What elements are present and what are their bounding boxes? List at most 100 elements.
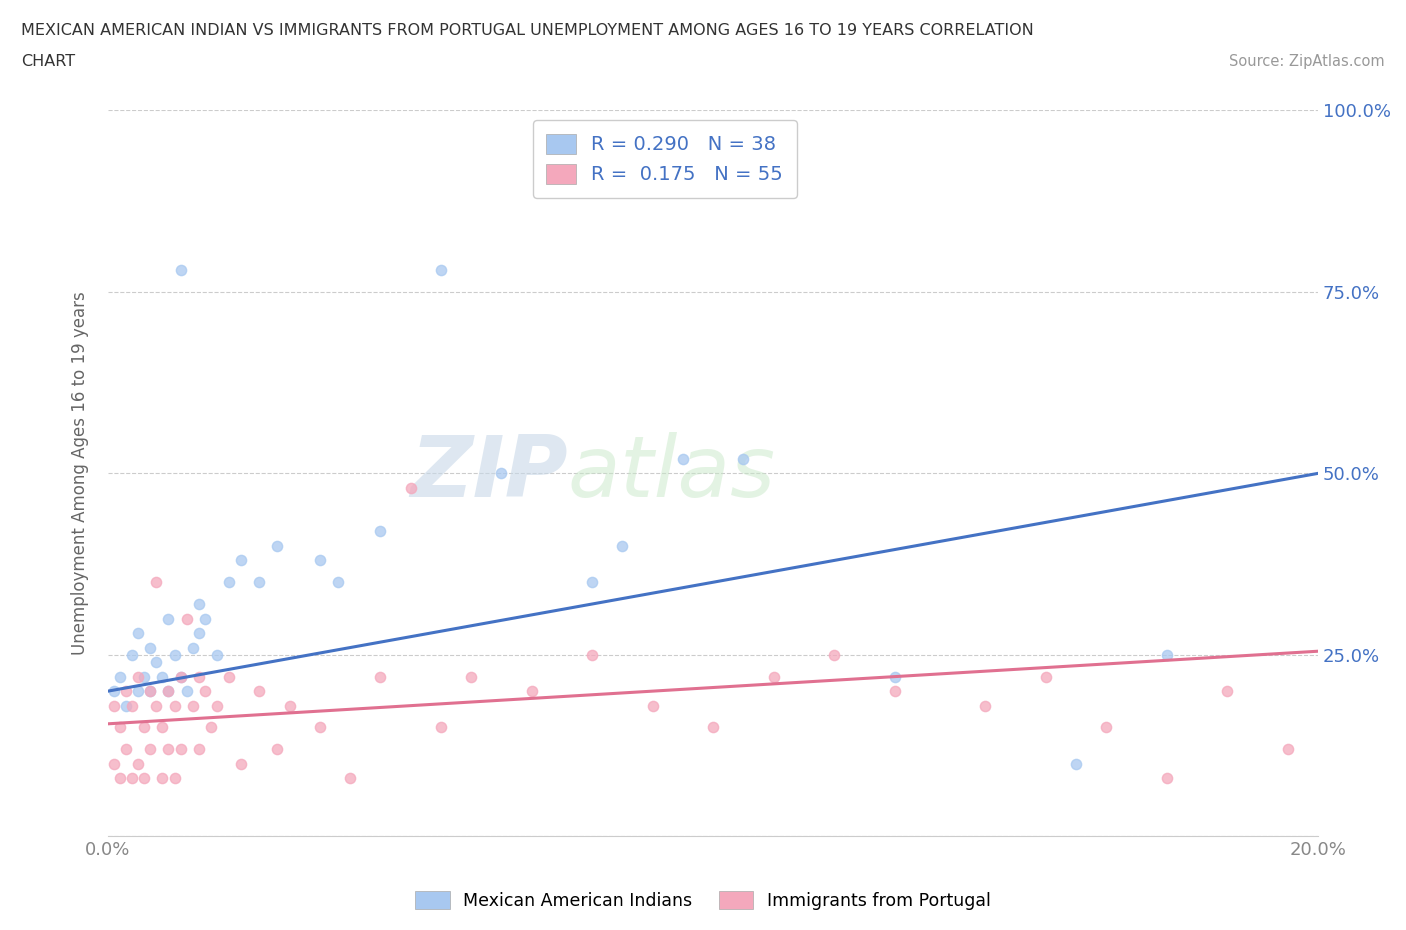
Point <box>581 575 603 590</box>
Point <box>139 684 162 698</box>
Text: MEXICAN AMERICAN INDIAN VS IMMIGRANTS FROM PORTUGAL UNEMPLOYMENT AMONG AGES 16 T: MEXICAN AMERICAN INDIAN VS IMMIGRANTS FR… <box>21 23 1033 38</box>
Point <box>163 771 186 786</box>
Point <box>134 670 156 684</box>
Point <box>169 262 191 277</box>
Point <box>103 698 125 713</box>
Point <box>1216 684 1239 698</box>
Text: Source: ZipAtlas.com: Source: ZipAtlas.com <box>1229 54 1385 69</box>
Point <box>187 670 209 684</box>
Point <box>229 553 252 568</box>
Point <box>187 742 209 757</box>
Point <box>205 698 228 713</box>
Point <box>491 466 513 481</box>
Point <box>139 684 162 698</box>
Point <box>247 575 270 590</box>
Point <box>103 756 125 771</box>
Point <box>612 538 634 553</box>
Point <box>278 698 301 713</box>
Point <box>308 553 330 568</box>
Point <box>127 670 149 684</box>
Point <box>115 698 138 713</box>
Point <box>108 670 131 684</box>
Point <box>218 670 240 684</box>
Point <box>429 262 451 277</box>
Point <box>194 684 217 698</box>
Point <box>152 720 174 735</box>
Point <box>460 670 482 684</box>
Point <box>247 684 270 698</box>
Point <box>134 771 156 786</box>
Point <box>139 640 162 655</box>
Point <box>139 742 162 757</box>
Point <box>733 451 755 466</box>
Point <box>308 720 330 735</box>
Point <box>194 611 217 626</box>
Point <box>974 698 997 713</box>
Point <box>1095 720 1118 735</box>
Point <box>145 575 167 590</box>
Point <box>121 647 143 662</box>
Point <box>121 698 143 713</box>
Point <box>115 742 138 757</box>
Text: CHART: CHART <box>21 54 75 69</box>
Point <box>187 626 209 641</box>
Point <box>127 684 149 698</box>
Point <box>163 647 186 662</box>
Point <box>152 771 174 786</box>
Point <box>399 481 422 496</box>
Point <box>169 670 191 684</box>
Point <box>339 771 361 786</box>
Point <box>103 684 125 698</box>
Point <box>205 647 228 662</box>
Point <box>218 575 240 590</box>
Point <box>1277 742 1299 757</box>
Point <box>176 611 198 626</box>
Point <box>157 684 180 698</box>
Point <box>169 742 191 757</box>
Point <box>326 575 349 590</box>
Point <box>762 670 785 684</box>
Point <box>1156 647 1178 662</box>
Point <box>152 670 174 684</box>
Point <box>641 698 664 713</box>
Point <box>181 640 204 655</box>
Point <box>702 720 724 735</box>
Point <box>187 596 209 611</box>
Point <box>229 756 252 771</box>
Point <box>200 720 222 735</box>
Point <box>163 698 186 713</box>
Point <box>127 756 149 771</box>
Point <box>1035 670 1057 684</box>
Point <box>672 451 695 466</box>
Point <box>157 684 180 698</box>
Point <box>108 720 131 735</box>
Y-axis label: Unemployment Among Ages 16 to 19 years: Unemployment Among Ages 16 to 19 years <box>72 291 89 656</box>
Point <box>266 538 288 553</box>
Point <box>181 698 204 713</box>
Point <box>108 771 131 786</box>
Point <box>581 647 603 662</box>
Legend: Mexican American Indians, Immigrants from Portugal: Mexican American Indians, Immigrants fro… <box>408 884 998 917</box>
Legend: R = 0.290   N = 38, R =  0.175   N = 55: R = 0.290 N = 38, R = 0.175 N = 55 <box>533 120 797 198</box>
Point <box>368 524 391 538</box>
Point <box>429 720 451 735</box>
Point <box>145 655 167 670</box>
Point <box>115 684 138 698</box>
Text: ZIP: ZIP <box>411 432 568 515</box>
Point <box>134 720 156 735</box>
Point <box>176 684 198 698</box>
Point <box>145 698 167 713</box>
Point <box>368 670 391 684</box>
Point <box>823 647 845 662</box>
Point <box>121 771 143 786</box>
Text: atlas: atlas <box>568 432 776 515</box>
Point <box>883 670 905 684</box>
Point <box>266 742 288 757</box>
Point <box>169 670 191 684</box>
Point <box>157 742 180 757</box>
Point <box>520 684 543 698</box>
Point <box>1156 771 1178 786</box>
Point <box>1064 756 1087 771</box>
Point <box>883 684 905 698</box>
Point <box>157 611 180 626</box>
